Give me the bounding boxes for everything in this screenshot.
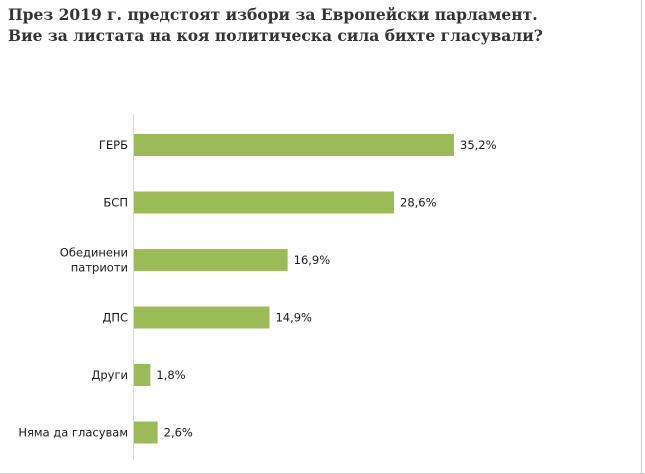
value-label-2: 16,9% [294,253,331,267]
value-label-4: 1,8% [156,368,185,382]
value-label-3: 14,9% [275,311,312,325]
chart-title-line-1: През 2019 г. предстоят избори за Европей… [8,5,538,24]
category-label-line: Няма да гласувам [18,426,128,440]
category-label-1: БСП [103,196,128,210]
value-label-1: 28,6% [400,196,437,210]
frame-right-border [641,0,642,474]
category-label-line: Обединени [60,246,128,260]
chart-title: През 2019 г. предстоят избори за Европей… [8,4,638,46]
bar-2 [134,249,288,271]
category-label-line: БСП [103,196,128,210]
value-label-0: 35,2% [460,138,497,152]
category-label-line: ДПС [102,311,128,325]
bars-group: 35,2% ГЕРБ 28,6% БСП 16,9% Обединени патриоти 1… [18,134,497,444]
category-label-line: Други [91,368,128,382]
bar-4 [134,364,151,386]
bar-3 [134,306,270,329]
bar-0 [134,134,454,156]
bar-5 [134,421,158,444]
category-label-line: патриоти [71,261,128,275]
category-label-line: ГЕРБ [99,138,128,152]
category-label-5: Няма да гласувам [18,426,128,440]
category-label-0: ГЕРБ [99,138,128,152]
value-label-5: 2,6% [164,426,193,440]
category-label-4: Други [91,368,128,382]
category-label-2: Обединени патриоти [60,246,128,275]
chart-title-line-2: Вие за листата на коя политическа сила б… [8,26,543,45]
bar-1 [134,191,394,214]
category-label-3: ДПС [102,311,128,325]
